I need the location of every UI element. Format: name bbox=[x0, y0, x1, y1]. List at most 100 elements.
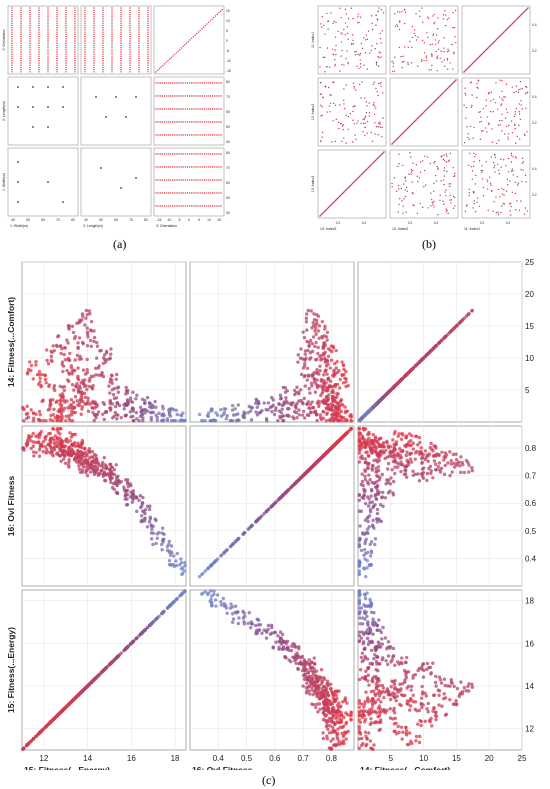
point bbox=[101, 474, 105, 479]
point bbox=[155, 82, 157, 84]
point bbox=[151, 542, 155, 547]
point bbox=[435, 180, 437, 182]
point bbox=[302, 335, 307, 340]
point bbox=[20, 44, 22, 47]
point bbox=[176, 108, 178, 110]
point bbox=[376, 90, 378, 93]
point bbox=[517, 16, 520, 19]
point bbox=[379, 154, 382, 157]
point bbox=[454, 9, 457, 12]
point bbox=[74, 57, 76, 60]
point bbox=[376, 126, 378, 128]
point bbox=[111, 22, 113, 25]
point bbox=[446, 155, 448, 157]
point bbox=[379, 52, 382, 54]
point bbox=[86, 399, 90, 403]
point bbox=[56, 430, 60, 435]
point bbox=[327, 86, 330, 89]
point bbox=[368, 554, 373, 558]
point bbox=[11, 11, 13, 14]
tick-label-b: 0.2 bbox=[532, 49, 537, 53]
point bbox=[246, 410, 250, 415]
point bbox=[452, 52, 455, 55]
point bbox=[358, 67, 360, 70]
point bbox=[56, 44, 58, 47]
row-label-b: 12: Index2 bbox=[311, 104, 315, 120]
point bbox=[138, 7, 140, 9]
point bbox=[84, 384, 88, 388]
point bbox=[59, 427, 63, 431]
point bbox=[77, 357, 82, 361]
point bbox=[467, 66, 470, 69]
point bbox=[65, 44, 67, 47]
point bbox=[429, 44, 432, 46]
point bbox=[515, 19, 517, 21]
point bbox=[84, 42, 86, 44]
point bbox=[412, 192, 414, 195]
point bbox=[11, 66, 13, 69]
point bbox=[402, 132, 404, 134]
point bbox=[129, 33, 131, 36]
point bbox=[29, 368, 33, 373]
point bbox=[383, 496, 388, 500]
point bbox=[74, 64, 76, 66]
point bbox=[149, 418, 154, 422]
point bbox=[163, 121, 166, 123]
point bbox=[410, 123, 413, 126]
point bbox=[510, 120, 513, 122]
point bbox=[303, 361, 307, 366]
point bbox=[358, 83, 361, 86]
point bbox=[516, 176, 518, 178]
point bbox=[212, 418, 216, 422]
point bbox=[32, 454, 36, 458]
point bbox=[420, 113, 423, 116]
point bbox=[65, 33, 67, 36]
point bbox=[492, 98, 495, 100]
point bbox=[522, 169, 524, 171]
point bbox=[76, 403, 80, 407]
point bbox=[86, 396, 90, 400]
point bbox=[93, 49, 95, 51]
point bbox=[450, 199, 453, 201]
point bbox=[290, 401, 294, 405]
point bbox=[292, 410, 297, 414]
point bbox=[138, 68, 140, 71]
point bbox=[129, 62, 131, 64]
point bbox=[313, 390, 318, 394]
point bbox=[523, 213, 526, 215]
point bbox=[497, 188, 499, 191]
point bbox=[419, 202, 421, 205]
point bbox=[429, 441, 433, 446]
point bbox=[186, 192, 189, 194]
point bbox=[74, 51, 76, 53]
point bbox=[327, 28, 329, 30]
point bbox=[61, 457, 66, 461]
point bbox=[481, 170, 484, 172]
point bbox=[470, 81, 473, 83]
point bbox=[448, 50, 450, 52]
point bbox=[195, 179, 197, 181]
point bbox=[400, 187, 402, 190]
point bbox=[437, 214, 439, 216]
point bbox=[218, 179, 220, 181]
point bbox=[179, 48, 181, 51]
point bbox=[25, 404, 29, 409]
point bbox=[324, 358, 329, 363]
point bbox=[129, 53, 131, 55]
point bbox=[83, 460, 87, 464]
point bbox=[365, 111, 368, 114]
point bbox=[174, 108, 176, 110]
point bbox=[375, 484, 379, 489]
point bbox=[195, 192, 197, 194]
point bbox=[371, 22, 373, 25]
point bbox=[110, 416, 115, 420]
point bbox=[182, 45, 184, 48]
point bbox=[216, 179, 218, 181]
point bbox=[209, 192, 212, 194]
point bbox=[165, 82, 168, 84]
point bbox=[132, 493, 136, 497]
point bbox=[284, 396, 288, 400]
point bbox=[172, 95, 174, 97]
point bbox=[120, 71, 122, 73]
point bbox=[220, 166, 222, 168]
